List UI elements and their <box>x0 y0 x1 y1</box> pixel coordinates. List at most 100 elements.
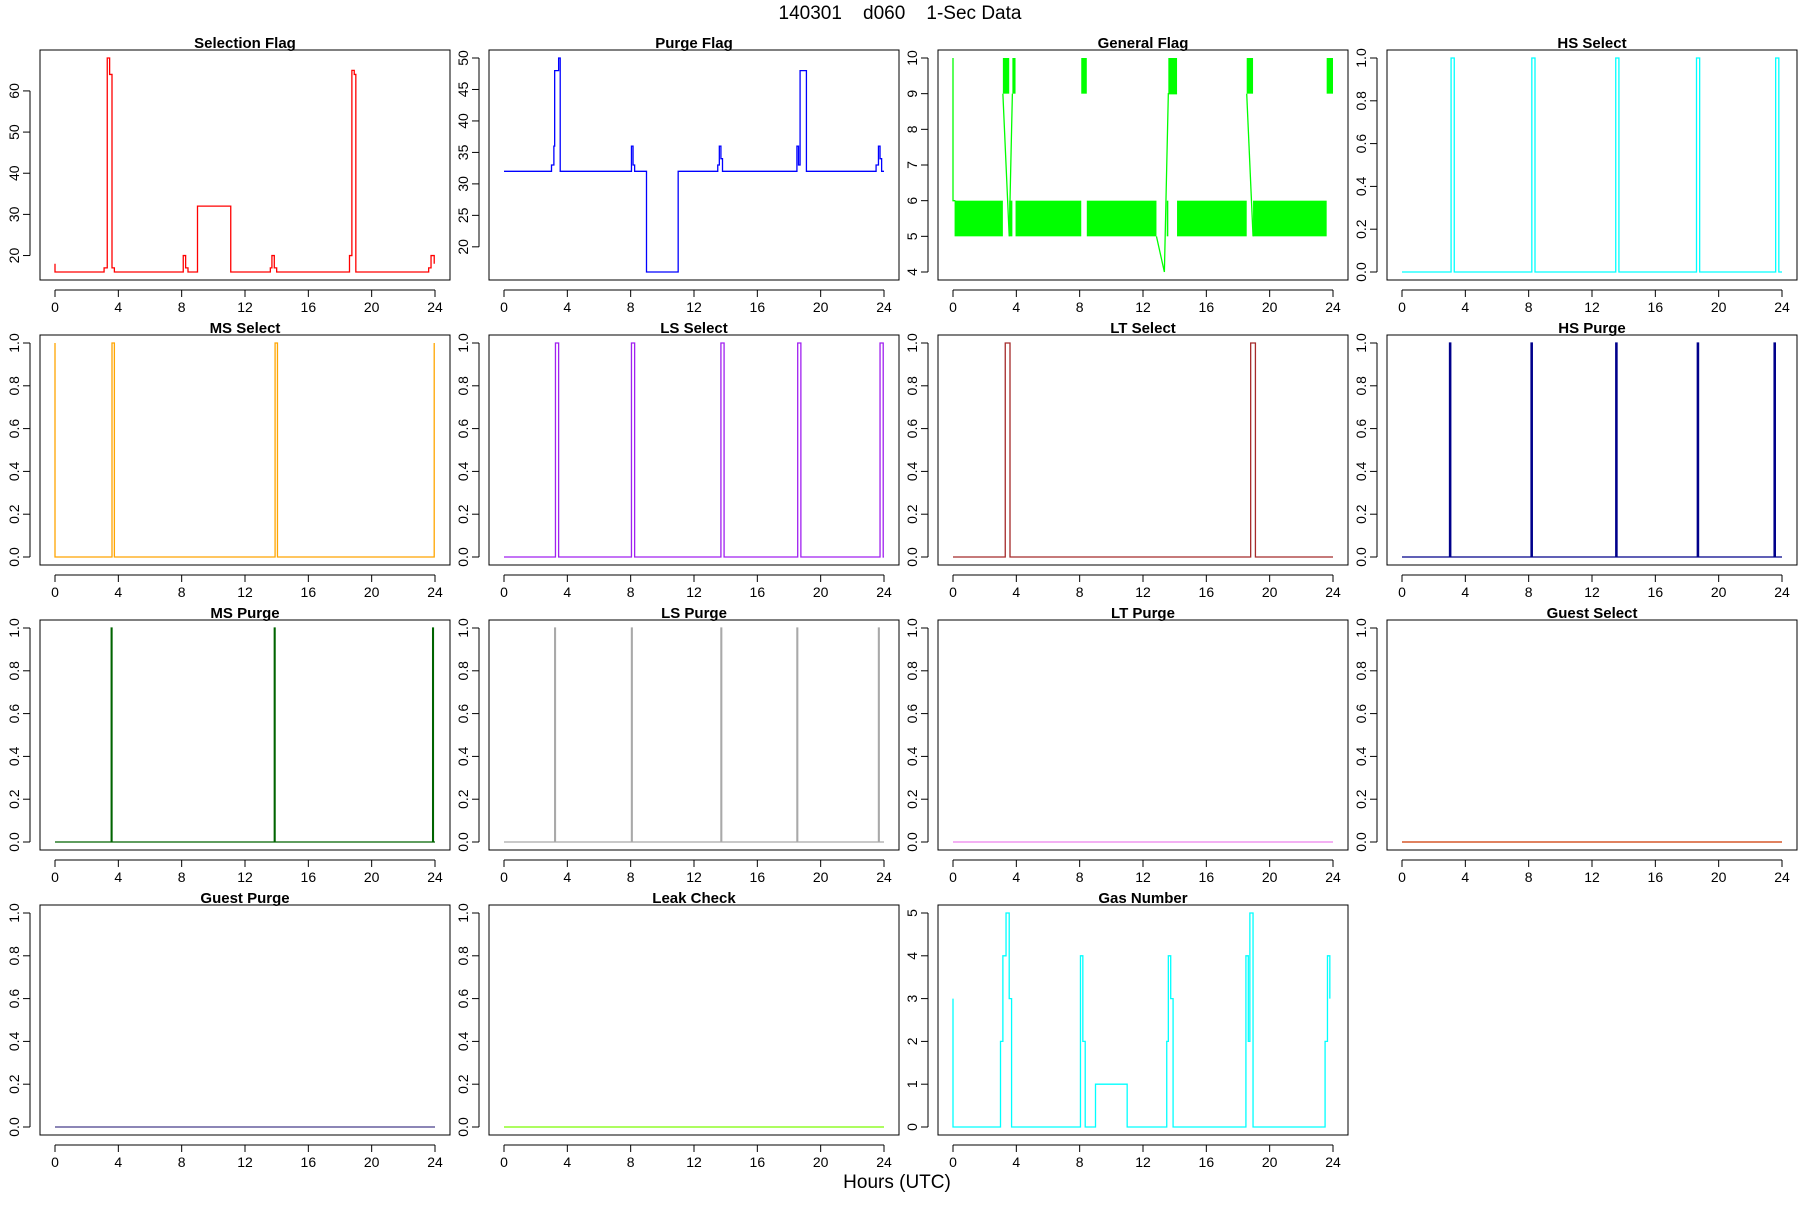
y-tick-label: 6 <box>904 197 920 205</box>
y-tick-label: 0.4 <box>1353 746 1369 766</box>
y-axis: 0.0 0.2 0.4 0.6 0.8 1.0 <box>455 333 480 567</box>
x-tick-label: 16 <box>750 1154 766 1170</box>
x-tick-label: 16 <box>1648 299 1664 315</box>
y-tick-label: 0.6 <box>904 704 920 724</box>
x-tick-label: 0 <box>51 1154 59 1170</box>
x-tick-label: 16 <box>301 869 317 885</box>
x-tick-label: 4 <box>114 299 122 315</box>
y-tick-label: 0.8 <box>455 661 471 681</box>
x-tick-label: 0 <box>500 584 508 600</box>
y-tick-label: 9 <box>904 90 920 98</box>
panel-5: MS Select 0 4 8 12 16 20 24 0.0 0.2 0.4 0.6 0.8 1.0 <box>6 320 451 600</box>
x-axis: 0 4 8 12 16 20 24 <box>1398 574 1790 600</box>
y-tick-label: 0.6 <box>904 419 920 439</box>
panel-7: LT Select 0 4 8 12 16 20 24 0.0 0.2 0.4 0.6 0.8 1.0 <box>904 320 1349 600</box>
y-tick-label: 0.4 <box>455 1031 471 1051</box>
y-tick-label: 3 <box>904 994 920 1002</box>
x-tick-label: 24 <box>1774 869 1790 885</box>
y-tick-label: 0.6 <box>455 989 471 1009</box>
y-tick-label: 0.6 <box>455 419 471 439</box>
x-tick-label: 20 <box>1711 869 1727 885</box>
x-axis: 0 4 8 12 16 20 24 <box>500 289 892 315</box>
panel-title: Guest Purge <box>200 890 289 907</box>
y-tick-label: 0.8 <box>455 946 471 966</box>
x-tick-label: 4 <box>563 1154 571 1170</box>
x-tick-label: 4 <box>563 584 571 600</box>
x-tick-label: 16 <box>1199 869 1215 885</box>
x-tick-label: 0 <box>949 1154 957 1170</box>
x-tick-label: 12 <box>1135 1154 1151 1170</box>
y-tick-label: 0.6 <box>1353 134 1369 154</box>
series <box>504 342 884 558</box>
panel-9: MS Purge 0 4 8 12 16 20 24 0.0 0.2 0.4 0.6 0.8 1.0 <box>6 605 451 885</box>
data-band <box>1326 58 1333 94</box>
x-tick-label: 16 <box>301 1154 317 1170</box>
y-tick-label: 0.4 <box>1353 176 1369 196</box>
x-tick-label: 12 <box>1135 299 1151 315</box>
x-tick-label: 12 <box>1584 584 1600 600</box>
x-tick-label: 8 <box>1525 584 1533 600</box>
x-tick-label: 16 <box>1199 299 1215 315</box>
y-tick-label: 0.6 <box>1353 419 1369 439</box>
y-tick-label: 0.0 <box>455 1117 471 1137</box>
series-line <box>55 627 435 843</box>
x-tick-label: 0 <box>500 869 508 885</box>
y-tick-label: 0.6 <box>6 704 22 724</box>
plot-frame <box>937 334 1349 566</box>
plot-frame <box>488 334 900 566</box>
panel-title: MS Select <box>210 320 281 337</box>
panel-13: Guest Purge 0 4 8 12 16 20 24 0.0 0.2 0.4 0.6 0.8 1.0 <box>6 890 451 1170</box>
x-axis: 0 4 8 12 16 20 24 <box>949 1144 1341 1170</box>
x-tick-label: 12 <box>686 584 702 600</box>
y-tick-label: 0.2 <box>455 1074 471 1094</box>
series-line <box>1155 93 1178 273</box>
y-tick-label: 40 <box>455 113 471 129</box>
plot-frame <box>937 904 1349 1136</box>
x-tick-label: 8 <box>178 1154 186 1170</box>
x-tick-label: 8 <box>1525 299 1533 315</box>
y-tick-label: 4 <box>904 952 920 960</box>
x-axis: 0 4 8 12 16 20 24 <box>1398 859 1790 885</box>
x-tick-label: 8 <box>627 584 635 600</box>
panel-title: Purge Flag <box>655 35 733 52</box>
figure-title: 140301 d060 1-Sec Data <box>779 3 1022 24</box>
y-tick-label: 30 <box>455 176 471 192</box>
data-band <box>1166 200 1169 237</box>
data-band <box>1081 58 1087 94</box>
y-tick-label: 0.6 <box>455 704 471 724</box>
y-tick-label: 5 <box>904 232 920 240</box>
x-tick-label: 20 <box>813 1154 829 1170</box>
plot-frame <box>39 619 451 851</box>
y-tick-label: 50 <box>6 124 22 140</box>
data-band <box>954 200 1003 237</box>
x-axis: 0 4 8 12 16 20 24 <box>51 859 443 885</box>
y-tick-label: 0.4 <box>455 746 471 766</box>
x-axis: 0 4 8 12 16 20 24 <box>51 289 443 315</box>
y-tick-label: 7 <box>904 161 920 169</box>
x-tick-label: 4 <box>1012 1154 1020 1170</box>
series-line <box>953 342 1333 558</box>
x-tick-label: 24 <box>876 1154 892 1170</box>
panel-14: Leak Check 0 4 8 12 16 20 24 0.0 0.2 0.4 0.6 0.8 1.0 <box>455 890 900 1170</box>
x-tick-label: 24 <box>1325 1154 1341 1170</box>
x-tick-label: 4 <box>1012 584 1020 600</box>
y-tick-label: 0.4 <box>904 746 920 766</box>
y-tick-label: 0.0 <box>6 832 22 852</box>
y-tick-label: 1.0 <box>904 618 920 638</box>
x-tick-label: 20 <box>1262 584 1278 600</box>
x-tick-label: 24 <box>1325 584 1341 600</box>
panel-12: Guest Select 0 4 8 12 16 20 24 0.0 0.2 0.4 0.6 0.8 1.… <box>1353 605 1798 885</box>
y-tick-label: 0.8 <box>6 661 22 681</box>
x-tick-label: 8 <box>627 299 635 315</box>
series-line <box>54 342 435 558</box>
x-tick-label: 24 <box>1325 299 1341 315</box>
series <box>1402 342 1782 558</box>
x-tick-label: 0 <box>500 299 508 315</box>
y-axis: 0.0 0.2 0.4 0.6 0.8 1.0 <box>6 333 31 567</box>
y-tick-label: 20 <box>455 239 471 255</box>
y-tick-label: 25 <box>455 207 471 223</box>
y-tick-label: 35 <box>455 144 471 160</box>
series-line <box>54 57 435 273</box>
x-tick-label: 20 <box>1262 299 1278 315</box>
